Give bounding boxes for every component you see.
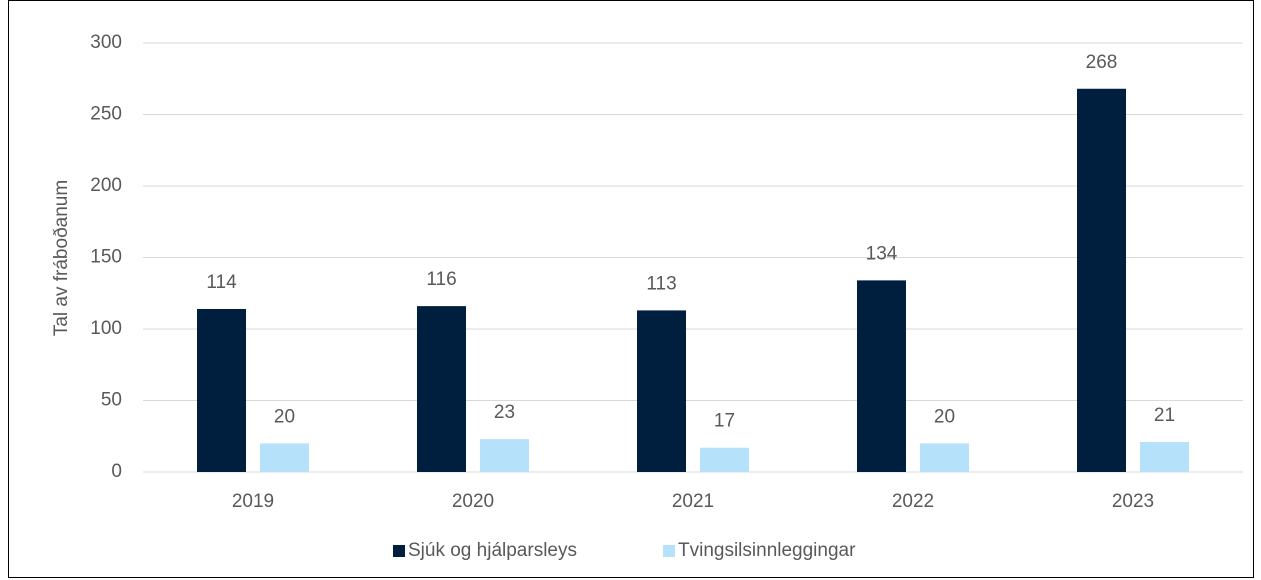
bar	[700, 447, 749, 472]
x-tick-label: 2022	[892, 491, 934, 512]
value-label: 114	[206, 272, 237, 293]
bar	[197, 308, 246, 472]
y-tick-label: 0	[111, 461, 122, 482]
value-label: 268	[1086, 52, 1118, 73]
value-label: 134	[866, 243, 898, 264]
y-tick-label: 50	[101, 390, 122, 411]
value-label: 113	[646, 273, 676, 294]
x-tick-label: 2021	[672, 491, 714, 512]
bar	[920, 443, 969, 472]
y-tick-label: 250	[90, 104, 122, 125]
bar	[637, 310, 686, 472]
value-label: 116	[426, 269, 456, 290]
x-tick-label: 2023	[1112, 491, 1154, 512]
value-label: 23	[494, 402, 515, 423]
value-label: 21	[1154, 405, 1175, 426]
chart-border	[8, 0, 1254, 578]
y-tick-label: 300	[90, 32, 122, 53]
x-tick-label: 2019	[232, 491, 274, 512]
y-tick-label: 200	[90, 175, 122, 196]
value-label: 17	[714, 411, 735, 432]
x-tick-label: 2020	[452, 491, 494, 512]
y-tick-label: 150	[90, 247, 122, 268]
y-tick-label: 100	[90, 318, 122, 339]
legend-swatch	[663, 545, 675, 557]
legend-swatch	[393, 545, 405, 557]
bar	[1140, 441, 1189, 472]
y-axis-label: Tal av fráboðanum	[51, 180, 72, 336]
value-label: 20	[934, 406, 955, 427]
bar	[417, 306, 466, 472]
legend-label: Sjúk og hjálparsleys	[408, 540, 577, 561]
bar	[1077, 88, 1126, 472]
bar	[260, 443, 309, 472]
bar	[480, 439, 529, 472]
value-label: 20	[274, 406, 295, 427]
bar	[857, 280, 906, 472]
legend-label: Tvingsilsinnleggingar	[678, 540, 856, 561]
